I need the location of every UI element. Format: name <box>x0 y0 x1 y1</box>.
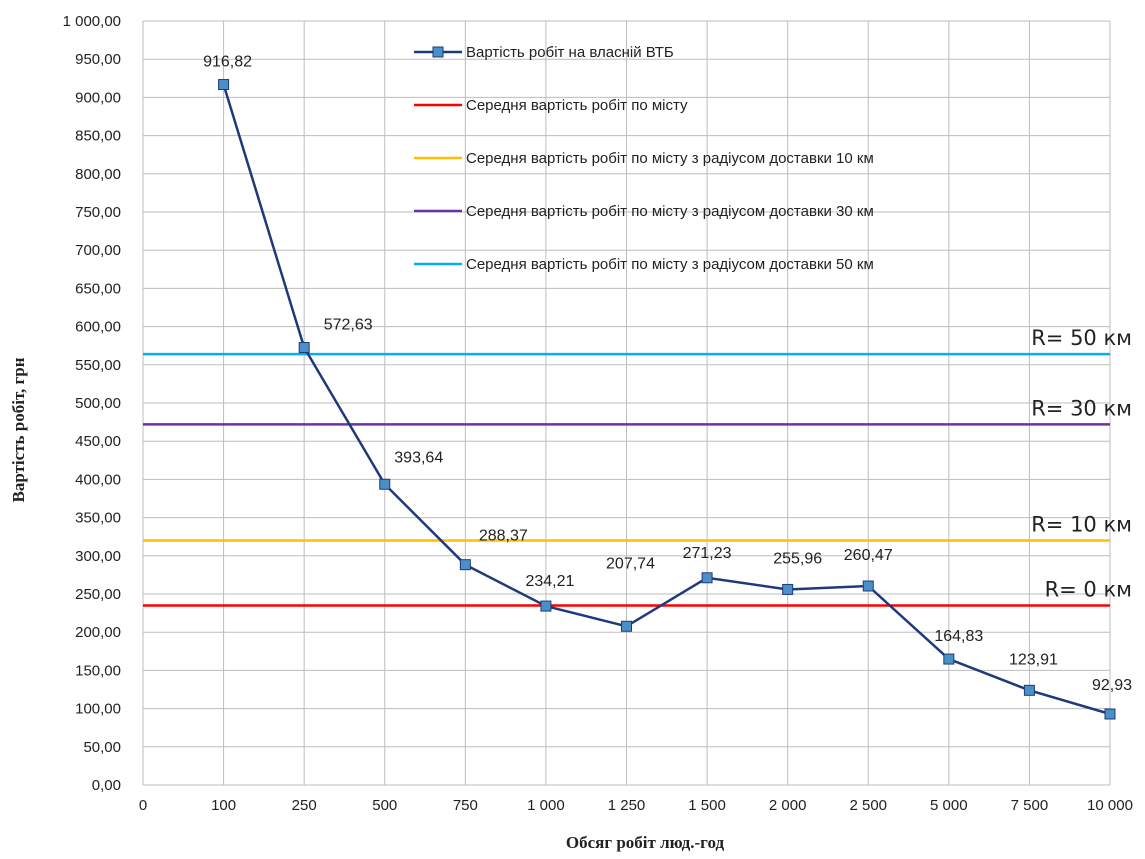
data-point <box>701 572 713 584</box>
data-point <box>862 580 874 592</box>
main-series <box>218 79 1116 720</box>
y-axis-title: Вартість робіт, грн <box>9 357 28 502</box>
x-tick-label: 7 500 <box>1011 797 1049 814</box>
y-tick-label: 950,00 <box>75 51 121 68</box>
x-tick-label: 250 <box>292 797 317 814</box>
data-point <box>218 79 230 91</box>
data-point <box>621 620 632 632</box>
radius-label: R= 50 км <box>1031 326 1132 350</box>
data-label: 255,96 <box>773 550 822 567</box>
y-tick-label: 100,00 <box>75 701 121 718</box>
y-tick-label: 850,00 <box>75 128 121 145</box>
y-tick-label: 700,00 <box>75 242 121 259</box>
radius-label: R= 30 км <box>1031 396 1132 420</box>
legend-entry: Середня вартість робіт по місту з радіус… <box>466 256 874 273</box>
radius-annotations: R= 50 км R= 30 км R= 10 км R= 0 км <box>1031 326 1132 601</box>
x-tick-label: 500 <box>372 797 397 814</box>
x-tick-labels: 0 100 250 500 750 1 000 1 250 1 500 2 000 2 500 5 … <box>139 797 1133 814</box>
legend-entry: Середня вартість робіт по місту з радіус… <box>466 203 874 220</box>
data-label: 123,91 <box>1009 651 1058 668</box>
y-tick-label: 350,00 <box>75 510 121 527</box>
data-label: 92,93 <box>1092 677 1132 694</box>
legend-marker <box>432 46 444 58</box>
data-label: 164,83 <box>934 628 983 645</box>
data-point <box>782 583 794 595</box>
series-line <box>222 84 1111 716</box>
y-tick-label: 300,00 <box>75 548 121 565</box>
data-point <box>459 559 471 571</box>
y-tick-labels: 0,00 50,00 100,00 150,00 200,00 250,00 300,00 3… <box>63 13 121 794</box>
x-axis-title: Обсяг робіт люд.-год <box>566 833 725 852</box>
y-tick-label: 200,00 <box>75 624 121 641</box>
data-label: 271,23 <box>683 545 732 562</box>
x-tick-label: 10 000 <box>1087 797 1133 814</box>
x-tick-label: 0 <box>139 797 147 814</box>
y-tick-label: 650,00 <box>75 280 121 297</box>
y-tick-label: 250,00 <box>75 586 121 603</box>
data-point <box>1104 708 1116 720</box>
y-tick-label: 1 000,00 <box>63 13 121 30</box>
x-tick-label: 100 <box>211 797 236 814</box>
x-tick-label: 1 250 <box>608 797 646 814</box>
x-tick-label: 1 500 <box>688 797 726 814</box>
data-point <box>298 342 310 354</box>
x-tick-label: 2 000 <box>769 797 807 814</box>
data-point <box>540 600 552 612</box>
y-tick-label: 800,00 <box>75 166 121 183</box>
legend: Вартість робіт на власній ВТБ Середня вар… <box>414 44 874 273</box>
y-tick-label: 600,00 <box>75 319 121 336</box>
legend-entry: Середня вартість робіт по місту з радіус… <box>466 150 874 167</box>
y-tick-label: 550,00 <box>75 357 121 374</box>
x-tick-label: 750 <box>453 797 478 814</box>
legend-entry: Середня вартість робіт по місту <box>466 97 688 114</box>
data-label: 916,82 <box>203 54 252 71</box>
data-label: 288,37 <box>479 528 528 545</box>
data-label: 393,64 <box>394 449 443 466</box>
data-point <box>379 478 391 490</box>
data-label: 572,63 <box>324 317 373 334</box>
data-label: 207,74 <box>606 555 655 572</box>
radius-label: R= 0 км <box>1045 577 1132 601</box>
y-tick-label: 400,00 <box>75 471 121 488</box>
y-tick-label: 750,00 <box>75 204 121 221</box>
y-tick-label: 450,00 <box>75 433 121 450</box>
y-tick-label: 500,00 <box>75 395 121 412</box>
data-point <box>943 653 955 665</box>
x-tick-label: 5 000 <box>930 797 968 814</box>
x-tick-label: 1 000 <box>527 797 565 814</box>
data-labels: 916,82 572,63 393,64 288,37 234,21 207,74 271,… <box>203 54 1132 694</box>
y-tick-label: 150,00 <box>75 662 121 679</box>
data-label: 234,21 <box>525 573 574 590</box>
y-tick-label: 900,00 <box>75 89 121 106</box>
radius-label: R= 10 км <box>1031 513 1132 537</box>
x-tick-label: 2 500 <box>849 797 887 814</box>
grid <box>142 20 1111 786</box>
reference-lines <box>143 352 1110 607</box>
data-label: 260,47 <box>844 547 893 564</box>
legend-entry: Вартість робіт на власній ВТБ <box>466 44 674 61</box>
data-point <box>1023 684 1035 696</box>
y-tick-label: 50,00 <box>83 739 121 756</box>
y-tick-label: 0,00 <box>92 777 121 794</box>
